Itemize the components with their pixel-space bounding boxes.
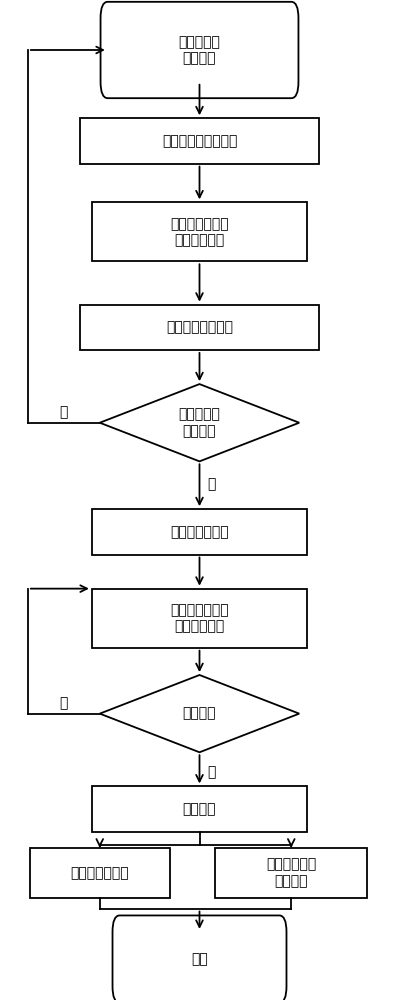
Text: 是否为工业
通讯协议: 是否为工业 通讯协议 (179, 408, 220, 438)
Polygon shape (100, 384, 299, 461)
Text: 分析数据包内容: 分析数据包内容 (170, 525, 229, 539)
Bar (30, 848, 170, 898)
Text: 发送给规则辅助
生成向导模块: 发送给规则辅助 生成向导模块 (170, 603, 229, 633)
Text: 形成工业通讯
协议规则: 形成工业通讯 协议规则 (266, 858, 316, 888)
Text: 形成防火墙规则: 形成防火墙规则 (71, 866, 129, 880)
Text: 被动获取网络数据包: 被动获取网络数据包 (162, 134, 237, 148)
Bar (92, 202, 307, 261)
Text: 是否完整: 是否完整 (183, 707, 216, 721)
Polygon shape (100, 675, 299, 752)
Text: 完成: 完成 (191, 952, 208, 966)
Bar (80, 305, 319, 350)
Bar (80, 118, 319, 164)
FancyBboxPatch shape (113, 915, 286, 1000)
Bar (92, 786, 307, 832)
Text: 形成向导: 形成向导 (183, 802, 216, 816)
Text: 是: 是 (207, 477, 215, 491)
Text: 将安全装置
接入网络: 将安全装置 接入网络 (179, 35, 220, 65)
Text: 把数据包发送给
协议解析模块: 把数据包发送给 协议解析模块 (170, 217, 229, 247)
FancyBboxPatch shape (101, 2, 298, 98)
Text: 否: 否 (60, 696, 68, 710)
Text: 否: 否 (60, 405, 68, 419)
Text: 分析通信协议类型: 分析通信协议类型 (166, 320, 233, 334)
Bar (92, 509, 307, 555)
Bar (215, 848, 367, 898)
Bar (92, 589, 307, 648)
Text: 是: 是 (207, 765, 215, 779)
